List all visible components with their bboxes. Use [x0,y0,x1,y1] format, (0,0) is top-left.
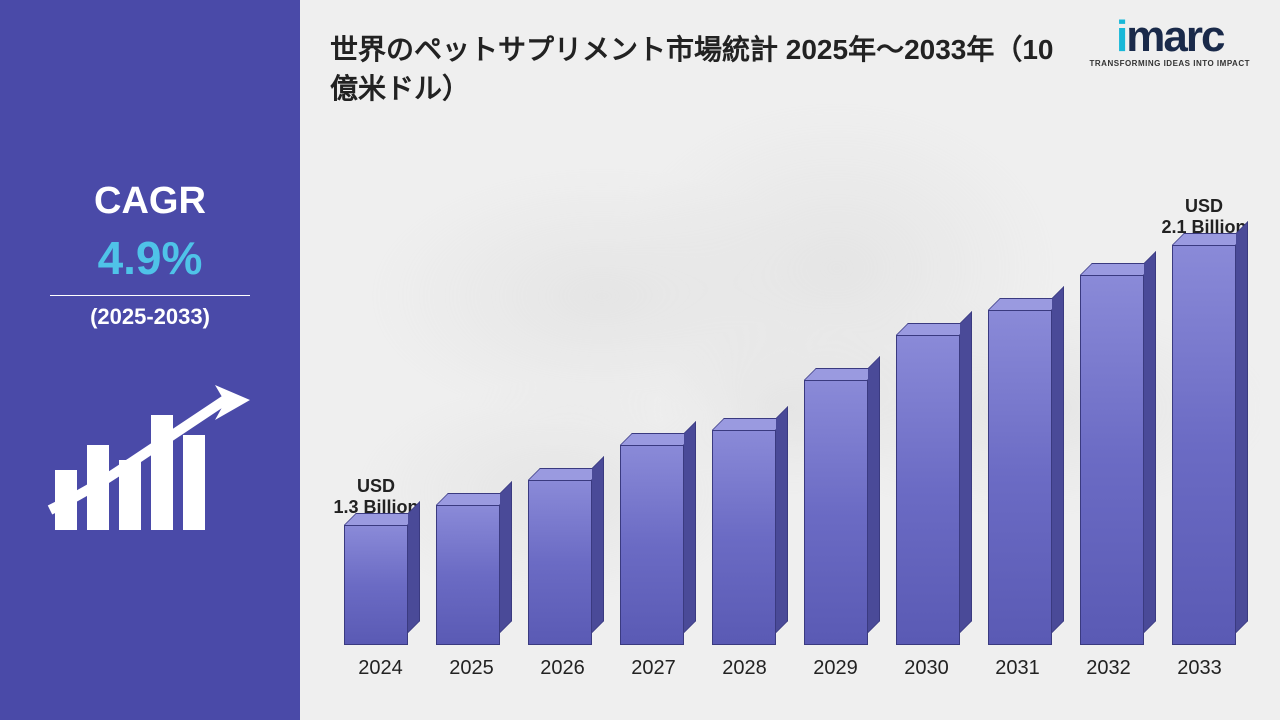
x-axis-label: 2027 [608,657,699,680]
cagr-sidebar: CAGR 4.9% (2025-2033) [0,0,300,720]
chart-title: 世界のペットサプリメント市場統計 2025年～2033年（10億米ドル） [330,30,1080,108]
bar-2032 [1071,275,1153,645]
x-axis-label: 2028 [699,657,790,680]
imarc-logo: imarc TRANSFORMING IDEAS INTO IMPACT [1090,15,1250,68]
x-axis-label: 2026 [517,657,608,680]
growth-chart-icon [40,360,260,540]
x-axis-label: 2025 [426,657,517,680]
bar-2024: USD1.3 Billion [335,525,417,645]
bar-2027 [611,445,693,645]
cagr-value: 4.9% [98,231,203,285]
x-axis-label: 2033 [1154,657,1245,680]
logo-tagline: TRANSFORMING IDEAS INTO IMPACT [1090,59,1250,68]
bar-2026 [519,480,601,645]
logo-text: imarc [1090,15,1250,59]
bar-2033: USD2.1 Billion [1163,245,1245,645]
x-axis-label: 2030 [881,657,972,680]
x-axis-label: 2031 [972,657,1063,680]
bar-2029 [795,380,877,645]
bar-2030 [887,335,969,645]
bar-chart: USD1.3 BillionUSD2.1 Billion 20242025202… [330,155,1250,695]
cagr-label: CAGR [94,180,206,223]
main-panel: 世界のペットサプリメント市場統計 2025年～2033年（10億米ドル） ima… [300,0,1280,720]
x-axis-label: 2029 [790,657,881,680]
x-axis-label: 2024 [335,657,426,680]
bar-2025 [427,505,509,645]
bar-2028 [703,430,785,645]
bar-2031 [979,310,1061,645]
divider [50,295,250,296]
cagr-period: (2025-2033) [90,304,210,330]
x-axis-label: 2032 [1063,657,1154,680]
